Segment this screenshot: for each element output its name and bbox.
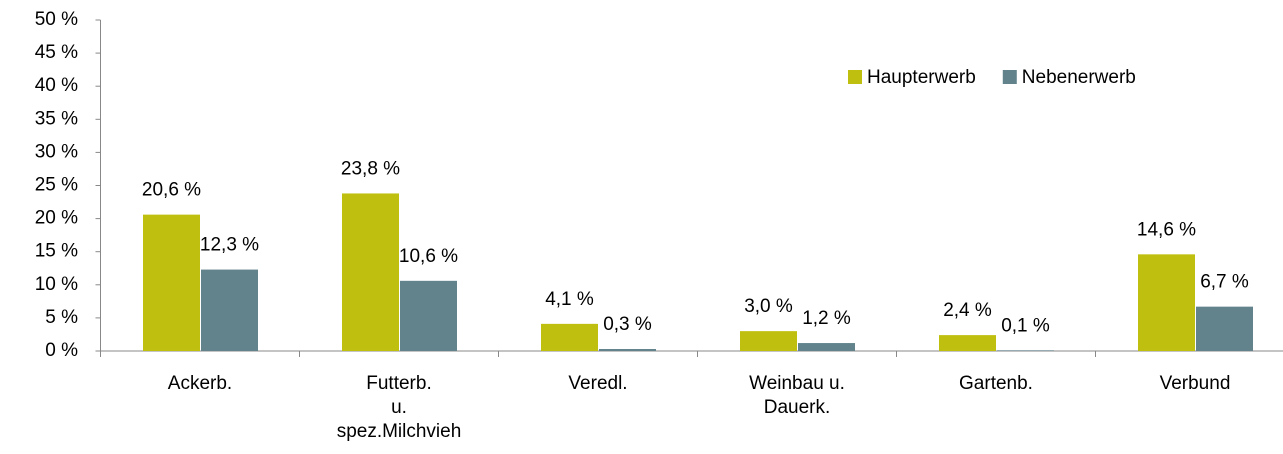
bar — [143, 214, 200, 351]
value-label: 14,6 % — [1137, 219, 1196, 240]
bar — [798, 343, 855, 351]
value-label: 23,8 % — [341, 158, 400, 179]
x-tick-label: Gartenb. — [959, 373, 1033, 394]
bar — [599, 349, 656, 351]
y-tick-label: 15 % — [35, 241, 78, 262]
y-tick-label: 40 % — [35, 75, 78, 96]
x-tick-label: Futterb. u. spez.Milchvieh — [336, 373, 462, 442]
value-label: 20,6 % — [142, 180, 201, 201]
bar — [201, 269, 258, 351]
value-label: 2,4 % — [943, 300, 992, 321]
x-tick-label: Weinbau u. Dauerk. — [749, 373, 845, 418]
value-label: 3,0 % — [744, 296, 793, 317]
y-tick-label: 50 % — [35, 9, 78, 30]
legend-swatch — [848, 70, 862, 84]
value-label: 1,2 % — [802, 308, 851, 329]
y-tick-label: 25 % — [35, 175, 78, 196]
legend-label: Haupterwerb — [867, 67, 976, 88]
y-tick-label: 30 % — [35, 141, 78, 162]
bar — [1138, 254, 1195, 351]
x-tick-label: Veredl. — [568, 373, 628, 394]
value-label: 0,3 % — [603, 314, 652, 335]
legend-swatch — [1002, 70, 1017, 84]
value-label: 4,1 % — [545, 289, 594, 310]
bar — [541, 323, 598, 351]
y-tick-label: 45 % — [35, 42, 78, 63]
y-tick-label: 0 % — [45, 340, 78, 361]
y-tick-label: 5 % — [45, 307, 78, 328]
value-label: 10,6 % — [399, 246, 458, 267]
y-tick-label: 10 % — [35, 274, 78, 295]
x-tick-label: Verbund — [1159, 373, 1231, 394]
bar — [1196, 306, 1253, 351]
y-tick-label: 20 % — [35, 208, 78, 229]
bar — [997, 350, 1054, 351]
bar — [400, 280, 457, 351]
value-label: 0,1 % — [1001, 315, 1050, 336]
x-tick-label: Ackerb. — [167, 373, 233, 394]
value-label: 12,3 % — [200, 235, 259, 256]
bar — [939, 335, 996, 351]
bar — [342, 193, 399, 351]
bar — [740, 331, 797, 351]
value-label: 6,7 % — [1200, 272, 1249, 293]
y-tick-label: 35 % — [35, 108, 78, 129]
legend-label: Nebenerwerb — [1022, 67, 1136, 88]
